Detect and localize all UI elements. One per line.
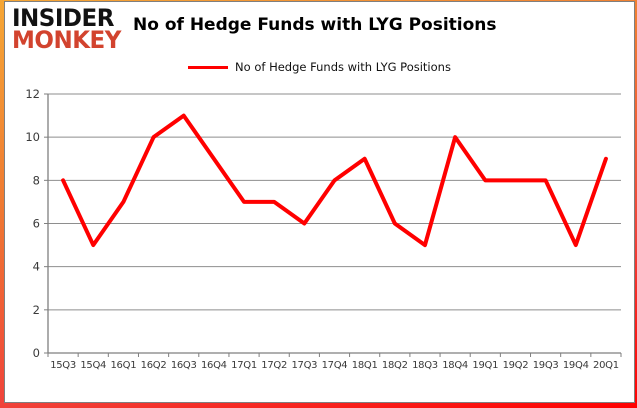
x-tick-label: 19Q3	[533, 360, 559, 371]
x-tick-label: 19Q2	[503, 360, 529, 371]
series-line	[61, 113, 608, 248]
x-tick-label: 16Q4	[201, 360, 227, 371]
x-tick-label: 18Q1	[352, 360, 378, 371]
chart-card: INSIDER MONKEY No of Hedge Funds with LY…	[4, 1, 635, 403]
chart-title: No of Hedge Funds with LYG Positions	[133, 15, 497, 35]
x-tick-label: 19Q1	[472, 360, 498, 371]
x-tick-label: 20Q1	[593, 360, 619, 371]
insider-monkey-logo: INSIDER MONKEY	[12, 4, 121, 55]
y-tick-label: 10	[25, 130, 40, 144]
x-tick-label: 19Q4	[563, 360, 589, 371]
legend-label: No of Hedge Funds with LYG Positions	[235, 60, 451, 74]
x-tick-label: 16Q2	[141, 360, 167, 371]
x-tick-label: 15Q3	[50, 360, 76, 371]
x-tick-label: 17Q3	[291, 360, 317, 371]
y-tick-label: 8	[33, 173, 40, 187]
y-tick-label: 0	[33, 346, 40, 360]
x-tick-label: 16Q3	[171, 360, 197, 371]
x-tick-label: 18Q2	[382, 360, 408, 371]
legend: No of Hedge Funds with LYG Positions	[5, 60, 634, 74]
line-chart-plot: 0 2 4 6 8 10 12 15Q3 15Q4 16Q1 16Q2 16Q3 16Q4 17Q1 17Q…	[25, 87, 622, 371]
y-tick-label: 4	[33, 260, 40, 274]
x-tick-label: 16Q1	[111, 360, 137, 371]
y-tick-label: 2	[33, 303, 40, 317]
legend-line-swatch	[188, 65, 229, 69]
x-tick-label: 18Q4	[442, 360, 468, 371]
x-tick-label: 18Q3	[412, 360, 438, 371]
x-tick-label: 17Q4	[322, 360, 348, 371]
x-tick-label: 17Q2	[261, 360, 287, 371]
x-tick-label: 17Q1	[231, 360, 257, 371]
y-tick-label: 6	[33, 217, 40, 231]
x-tick-label: 15Q4	[80, 360, 106, 371]
logo-line-monkey: MONKEY	[12, 27, 121, 55]
y-tick-label: 12	[25, 87, 40, 101]
logo-line-insider: INSIDER	[12, 4, 114, 33]
